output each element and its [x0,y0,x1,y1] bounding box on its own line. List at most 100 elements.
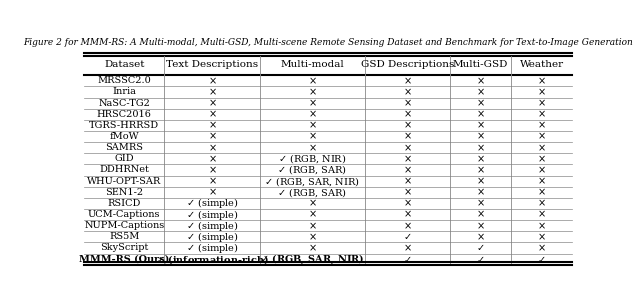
Text: $\times$: $\times$ [537,154,546,164]
Text: $\times$: $\times$ [207,120,216,130]
Text: $\checkmark$ (simple): $\checkmark$ (simple) [186,208,239,221]
Text: Weather: Weather [520,60,564,69]
Text: GID: GID [115,154,134,163]
Text: $\times$: $\times$ [308,120,317,130]
Text: $\times$: $\times$ [207,76,216,86]
Text: NUPM-Captions: NUPM-Captions [84,221,164,230]
Text: $\times$: $\times$ [476,109,485,119]
Text: $\checkmark$ (RGB, SAR): $\checkmark$ (RGB, SAR) [277,186,347,199]
Text: $\times$: $\times$ [403,87,412,97]
Text: $\times$: $\times$ [476,87,485,97]
Text: $\times$: $\times$ [537,198,546,208]
Text: $\times$: $\times$ [476,209,485,220]
Text: $\times$: $\times$ [207,165,216,175]
Text: $\times$: $\times$ [403,109,412,119]
Text: TGRS-HRRSD: TGRS-HRRSD [89,121,159,130]
Text: $\checkmark$: $\checkmark$ [403,255,412,264]
Text: $\times$: $\times$ [308,198,317,208]
Text: $\times$: $\times$ [308,76,317,86]
Text: $\checkmark$ (simple): $\checkmark$ (simple) [186,241,239,255]
Text: $\checkmark$ (simple): $\checkmark$ (simple) [186,196,239,210]
Text: $\times$: $\times$ [537,120,546,130]
Text: $\times$: $\times$ [537,87,546,97]
Text: $\times$: $\times$ [537,243,546,253]
Text: $\times$: $\times$ [537,109,546,119]
Text: $\times$: $\times$ [207,142,216,153]
Text: fMoW: fMoW [109,132,139,141]
Text: $\times$: $\times$ [207,98,216,108]
Text: $\times$: $\times$ [403,243,412,253]
Text: SkyScript: SkyScript [100,244,148,253]
Text: $\checkmark$ (simple): $\checkmark$ (simple) [186,219,239,233]
Text: $\times$: $\times$ [207,109,216,119]
Text: $\times$: $\times$ [537,165,546,175]
Text: Dataset: Dataset [104,60,145,69]
Text: $\times$: $\times$ [537,76,546,86]
Text: $\times$: $\times$ [537,131,546,142]
Text: Multi-GSD: Multi-GSD [453,60,508,69]
Text: $\checkmark$: $\checkmark$ [537,255,546,264]
Text: $\times$: $\times$ [537,98,546,108]
Text: $\times$: $\times$ [403,98,412,108]
Text: $\times$: $\times$ [403,198,412,208]
Text: RS5M: RS5M [109,232,140,241]
Text: $\times$: $\times$ [476,131,485,142]
Text: $\times$: $\times$ [476,187,485,197]
Text: Figure 2 for MMM-RS: A Multi-modal, Multi-GSD, Multi-scene Remote Sensing Datase: Figure 2 for MMM-RS: A Multi-modal, Mult… [23,38,633,47]
Text: $\times$: $\times$ [308,87,317,97]
Text: $\times$: $\times$ [476,120,485,130]
Text: $\checkmark$ (RGB, SAR, NIR): $\checkmark$ (RGB, SAR, NIR) [260,253,364,266]
Text: $\times$: $\times$ [207,131,216,142]
Text: Text Descriptions: Text Descriptions [166,60,258,69]
Text: HRSC2016: HRSC2016 [97,110,152,119]
Text: $\times$: $\times$ [308,232,317,242]
Text: GSD Descriptions: GSD Descriptions [360,60,454,69]
Text: $\times$: $\times$ [537,187,546,197]
Text: $\times$: $\times$ [476,142,485,153]
Text: $\times$: $\times$ [403,76,412,86]
Text: $\checkmark$ (information-rich): $\checkmark$ (information-rich) [156,253,268,266]
Text: $\times$: $\times$ [537,209,546,220]
Text: SAMRS: SAMRS [105,143,143,152]
Text: $\times$: $\times$ [403,187,412,197]
Text: $\checkmark$ (RGB, SAR): $\checkmark$ (RGB, SAR) [277,164,347,176]
Text: $\times$: $\times$ [207,154,216,164]
Text: $\checkmark$ (RGB, NIR): $\checkmark$ (RGB, NIR) [278,152,346,165]
Text: $\times$: $\times$ [308,131,317,142]
Text: $\times$: $\times$ [476,165,485,175]
Text: $\times$: $\times$ [207,87,216,97]
Text: $\times$: $\times$ [403,209,412,220]
Text: $\times$: $\times$ [403,176,412,186]
Text: $\times$: $\times$ [308,209,317,220]
Text: $\times$: $\times$ [308,220,317,231]
Text: $\times$: $\times$ [537,232,546,242]
Text: SEN1-2: SEN1-2 [105,188,143,197]
Text: $\checkmark$: $\checkmark$ [476,255,484,264]
Text: MRSSC2.0: MRSSC2.0 [97,76,151,85]
Text: Inria: Inria [112,88,136,97]
Text: $\times$: $\times$ [476,176,485,186]
Text: $\times$: $\times$ [308,98,317,108]
Text: $\times$: $\times$ [537,176,546,186]
Text: $\times$: $\times$ [537,142,546,153]
Text: $\times$: $\times$ [476,98,485,108]
Text: $\times$: $\times$ [308,243,317,253]
Text: $\checkmark$ (RGB, SAR, NIR): $\checkmark$ (RGB, SAR, NIR) [264,175,360,188]
Text: $\times$: $\times$ [308,109,317,119]
Text: $\times$: $\times$ [476,154,485,164]
Text: $\checkmark$: $\checkmark$ [476,244,484,253]
Text: WHU-OPT-SAR: WHU-OPT-SAR [87,177,161,186]
Text: MMM-RS (Ours): MMM-RS (Ours) [79,255,170,264]
Text: $\times$: $\times$ [207,187,216,197]
Text: $\times$: $\times$ [403,131,412,142]
Text: $\times$: $\times$ [476,220,485,231]
Text: $\checkmark$: $\checkmark$ [403,232,412,241]
Text: $\checkmark$ (simple): $\checkmark$ (simple) [186,230,239,244]
Text: $\times$: $\times$ [476,198,485,208]
Text: $\times$: $\times$ [308,142,317,153]
Text: $\times$: $\times$ [537,220,546,231]
Text: Multi-modal: Multi-modal [280,60,344,69]
Text: $\times$: $\times$ [476,76,485,86]
Text: $\times$: $\times$ [403,142,412,153]
Text: $\times$: $\times$ [403,120,412,130]
